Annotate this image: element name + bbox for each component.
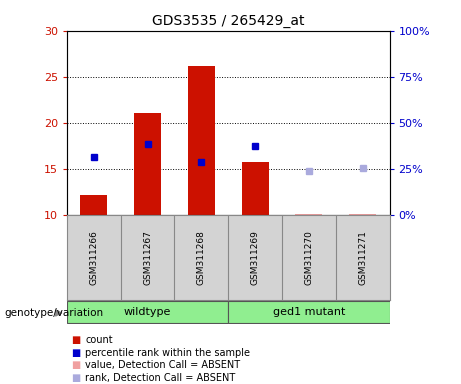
Bar	[349, 214, 376, 215]
Bar	[80, 195, 107, 215]
Text: GSM311266: GSM311266	[89, 230, 98, 285]
Text: ged1 mutant: ged1 mutant	[273, 307, 345, 317]
Text: wildtype: wildtype	[124, 307, 171, 317]
Bar	[242, 162, 268, 215]
Text: percentile rank within the sample: percentile rank within the sample	[85, 348, 250, 358]
Text: ■: ■	[71, 348, 81, 358]
Text: genotype/variation: genotype/variation	[5, 308, 104, 318]
Text: value, Detection Call = ABSENT: value, Detection Call = ABSENT	[85, 360, 240, 370]
Text: ■: ■	[71, 360, 81, 370]
Text: ■: ■	[71, 373, 81, 383]
Title: GDS3535 / 265429_at: GDS3535 / 265429_at	[152, 14, 304, 28]
Text: GSM311270: GSM311270	[304, 230, 313, 285]
Bar	[188, 66, 215, 215]
Text: ■: ■	[71, 335, 81, 345]
Bar	[134, 113, 161, 215]
Bar	[228, 301, 390, 323]
Text: GSM311268: GSM311268	[197, 230, 206, 285]
Text: rank, Detection Call = ABSENT: rank, Detection Call = ABSENT	[85, 373, 236, 383]
Text: GSM311267: GSM311267	[143, 230, 152, 285]
Text: GSM311271: GSM311271	[358, 230, 367, 285]
Text: GSM311269: GSM311269	[251, 230, 260, 285]
Text: count: count	[85, 335, 113, 345]
Bar	[67, 301, 228, 323]
Bar	[296, 214, 322, 215]
